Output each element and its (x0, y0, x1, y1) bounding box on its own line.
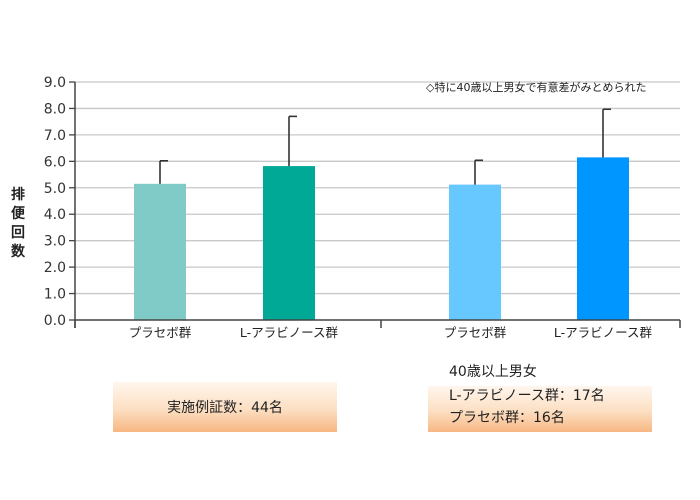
y-tick-label: 3.0 (44, 234, 66, 250)
y-tick-label: 9.0 (44, 75, 66, 91)
category-label: プラセボ群 (129, 325, 192, 340)
y-tick-label: 6.0 (44, 154, 66, 170)
y-tick-label: 4.0 (44, 207, 66, 223)
subgroup-title: 40歳以上男女 (449, 364, 537, 380)
error-bars (159, 108, 611, 185)
y-tick-label: 1.0 (44, 287, 66, 303)
category-label: プラセボ群 (444, 325, 507, 340)
annotation-note: ◇特に40歳以上男女で有意差がみとめられた (426, 80, 646, 94)
axes (69, 81, 681, 328)
y-tick-label: 5.0 (44, 181, 66, 197)
category-label: L-アラビノース群 (554, 325, 653, 340)
y-axis-label-char: 数 (11, 244, 25, 260)
sample-size-box-right (428, 386, 652, 432)
y-tick-label: 2.0 (44, 260, 66, 276)
bars (134, 157, 629, 320)
y-tick-label: 8.0 (44, 101, 66, 117)
y-tick-labels: 0.0 1.0 2.0 3.0 4.0 5.0 6.0 7.0 8.0 9.0 (44, 75, 66, 329)
subgroup-arabinose-count: L-アラビノース群：17名 (449, 388, 605, 404)
category-label: L-アラビノース群 (240, 325, 339, 340)
y-axis-label: 排便回数 (9, 186, 27, 262)
category-labels: プラセボ群 L-アラビノース群 プラセボ群 L-アラビノース群 (129, 325, 653, 340)
y-tick-label: 0.0 (44, 313, 66, 329)
sample-size-box-left: 実施例証数：44名 (113, 382, 337, 432)
sample-size-text: 実施例証数：44名 (167, 400, 283, 416)
bar (134, 183, 186, 320)
y-axis-label-char: 回 (11, 225, 25, 241)
bar (263, 166, 315, 320)
subgroup-placebo-count: プラセボ群：16名 (449, 410, 565, 426)
y-axis-label-char: 排 (11, 187, 25, 203)
bar (577, 157, 629, 320)
y-tick-label: 7.0 (44, 128, 66, 144)
bar (449, 184, 501, 320)
y-axis-label-char: 便 (11, 206, 25, 222)
